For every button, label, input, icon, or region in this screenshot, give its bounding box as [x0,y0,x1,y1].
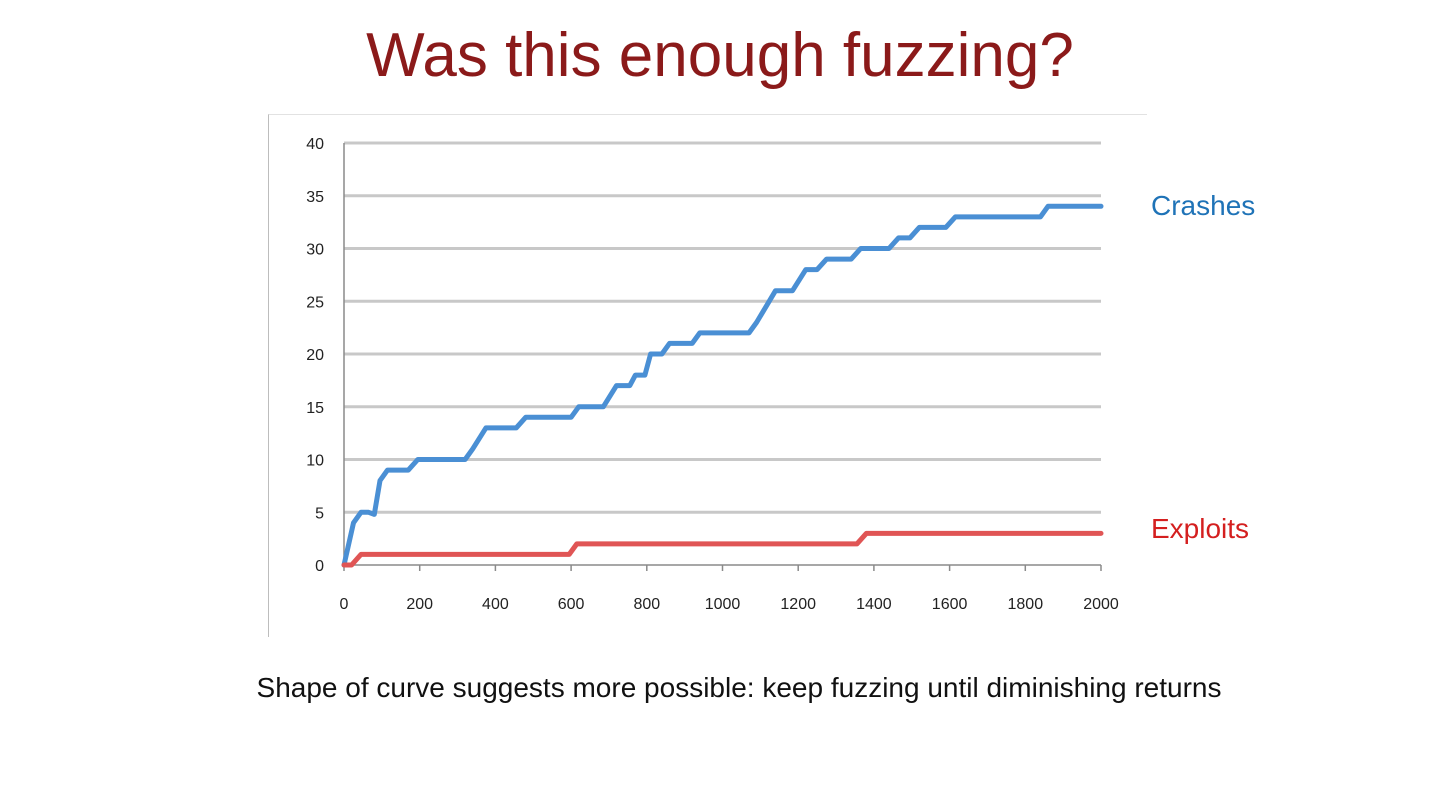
y-tick-label: 10 [306,453,324,470]
x-tick-label: 400 [482,596,509,613]
x-tick-label: 1000 [705,596,741,613]
series-label-crashes: Crashes [1151,190,1256,221]
x-tick-label: 600 [558,596,585,613]
y-tick-label: 0 [315,558,324,575]
x-tick-label: 1800 [1008,596,1044,613]
x-tick-label: 200 [406,596,433,613]
x-tick-label: 0 [340,596,349,613]
x-tick-label: 1600 [932,596,968,613]
x-tick-label: 1400 [856,596,892,613]
y-tick-label: 25 [306,294,324,311]
series-label-exploits: Exploits [1151,513,1250,544]
x-tick-label: 800 [633,596,660,613]
gridlines [344,141,1101,514]
y-tick-label: 5 [315,505,324,522]
chart-frame: 0 5 10 15 20 25 30 35 40 0 200 400 600 800 1000 1200 140… [268,114,1147,637]
x-tick-label: 2000 [1083,596,1119,613]
y-tick-label: 15 [306,400,324,417]
y-tick-label: 40 [306,136,324,153]
slide-title: Was this enough fuzzing? [366,21,1074,90]
series-line-exploits [341,530,1104,568]
series-lines [341,203,1104,568]
axes [343,143,1102,571]
x-tick-label: 1200 [780,596,816,613]
slide-caption: Shape of curve suggests more possible: k… [256,672,1222,703]
y-tick-label: 30 [306,242,324,259]
series-line-crashes [341,203,1104,568]
y-tick-label: 35 [306,189,324,206]
y-tick-label: 20 [306,347,324,364]
